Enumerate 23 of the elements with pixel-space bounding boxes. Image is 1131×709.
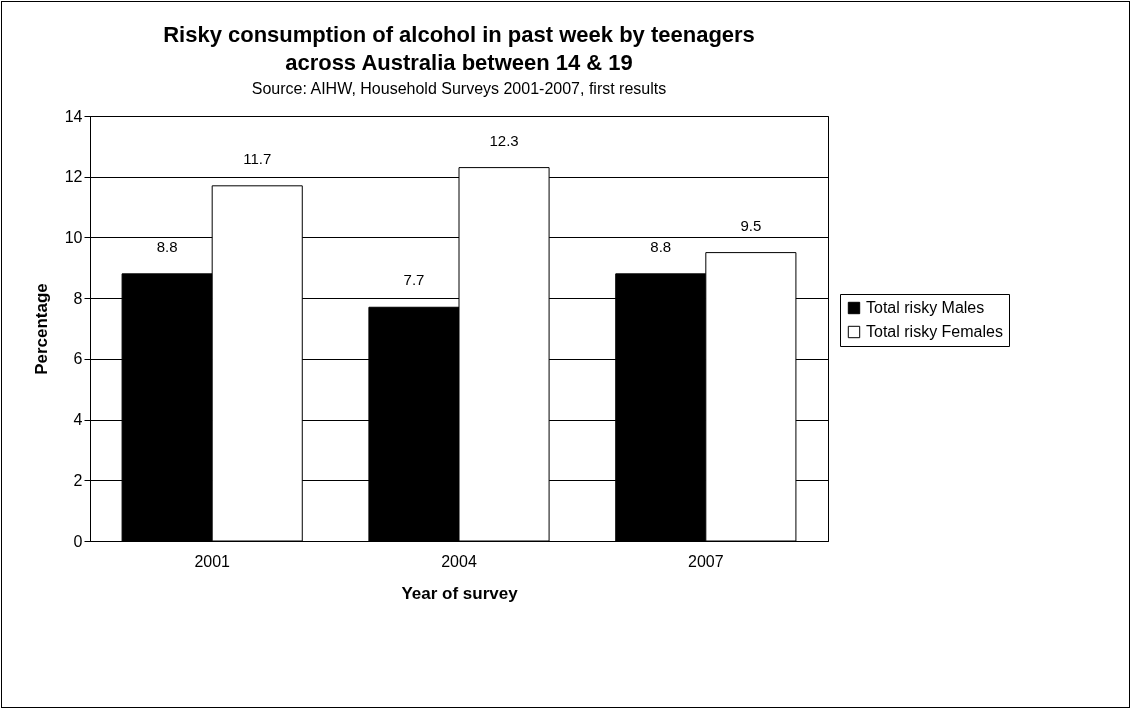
data-label: 12.3 (489, 131, 519, 149)
legend-label: Total risky Males (866, 299, 985, 316)
legend-label: Total risky Females (866, 323, 1003, 340)
x-tick-label: 2007 (688, 552, 724, 570)
y-axis-title: Percentage (31, 283, 51, 375)
y-tick-label: 14 (64, 107, 83, 125)
data-label: 11.7 (243, 149, 272, 167)
y-tick-label: 12 (64, 168, 83, 186)
source-note: Source: AIHW, Household Surveys 2001-2007, first results (251, 80, 667, 97)
x-tick-label: 2004 (441, 552, 477, 570)
data-label: 9.5 (740, 216, 762, 234)
x-axis-title: Year of survey (401, 583, 519, 603)
y-tick-label: 8 (73, 289, 83, 307)
data-label: 7.7 (403, 271, 425, 289)
data-label: 8.8 (156, 237, 178, 255)
data-label: 8.8 (650, 237, 672, 255)
y-tick-label: 2 (73, 471, 83, 489)
y-tick-label: 0 (73, 532, 83, 550)
y-tick-label: 4 (73, 411, 83, 429)
y-tick-label: 6 (73, 350, 83, 368)
chart-title: Risky consumption of alcohol in past week by teenagers across Australia between 14 & 19 (163, 22, 755, 75)
y-tick-label: 10 (64, 228, 83, 246)
x-tick-label: 2001 (194, 552, 231, 570)
